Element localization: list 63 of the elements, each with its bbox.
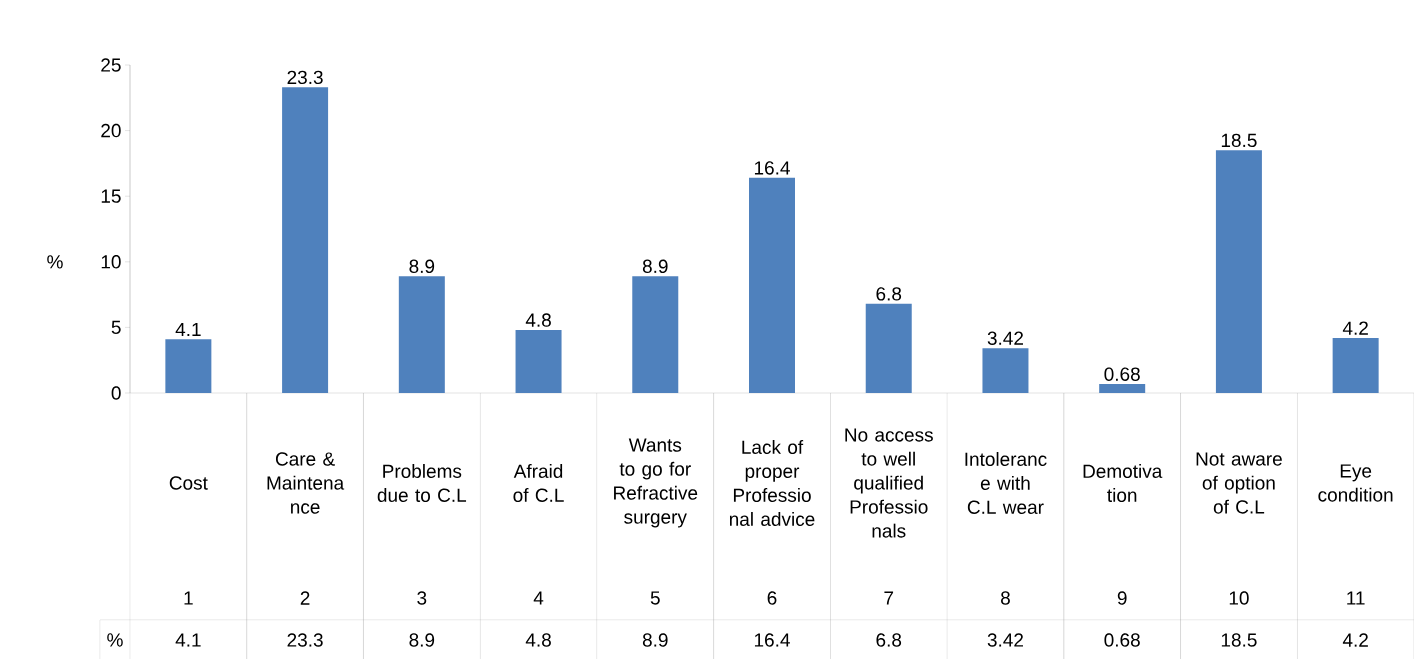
data-label: 6.8 xyxy=(876,633,902,647)
bar xyxy=(749,177,795,393)
text: 0.68 xyxy=(1104,367,1140,381)
x-tick-label: Problems due to C.L xyxy=(377,464,467,502)
text: 3 xyxy=(417,591,427,605)
bar xyxy=(982,348,1029,393)
x-tick-label: No access to well qualified Professio nals xyxy=(845,428,933,538)
text: 4.2 xyxy=(1342,321,1368,335)
text: 4.1 xyxy=(175,322,201,337)
text: 16.4 xyxy=(754,161,790,175)
y-tick-label: 0 xyxy=(111,386,121,400)
y-axis-title: % xyxy=(47,255,63,269)
bar xyxy=(282,87,329,393)
y-tick-label: 20 xyxy=(101,123,121,138)
x-tick-label: Cost xyxy=(169,476,208,490)
bar xyxy=(1099,384,1146,393)
bar xyxy=(165,339,212,393)
y-tick-label: 25 xyxy=(101,58,121,72)
data-label: 4.8 xyxy=(525,633,551,647)
data-label: 4.2 xyxy=(1342,633,1368,647)
text: 11 xyxy=(1347,591,1365,605)
bar xyxy=(865,303,912,393)
data-label: 8.9 xyxy=(642,633,668,647)
text: 5 xyxy=(650,591,660,605)
x-tick-label: Lack of proper Professio nal advice xyxy=(729,440,815,526)
y-tick-label: 15 xyxy=(101,189,121,203)
text: 10 xyxy=(1229,591,1249,605)
bar xyxy=(632,276,679,393)
text: 23.3 xyxy=(287,70,323,85)
data-label: 18.5 xyxy=(1221,633,1257,647)
text: 4.8 xyxy=(525,313,551,327)
x-tick-label: Intoleranc e with C.L wear xyxy=(965,452,1047,514)
bar xyxy=(1332,337,1379,393)
data-label: 4.1 xyxy=(175,633,201,647)
data-label: 3.42 xyxy=(987,633,1023,647)
text: 9 xyxy=(1117,591,1127,605)
text: 2 xyxy=(300,591,310,605)
x-tick-label: Demotiva tion xyxy=(1083,464,1163,502)
text: % xyxy=(107,633,123,647)
y-tick-label: 5 xyxy=(111,320,121,335)
text: 6.8 xyxy=(876,287,902,301)
x-tick-label: Not aware of option of C.L xyxy=(1196,452,1282,514)
y-tick-label: 10 xyxy=(101,255,121,269)
data-label: 23.3 xyxy=(287,633,323,647)
x-tick-label: Care & Maintena nce xyxy=(267,452,345,514)
x-tick-label: Eye condition xyxy=(1318,464,1393,502)
text: 18.5 xyxy=(1221,133,1257,148)
bar xyxy=(398,276,445,393)
data-label: 0.68 xyxy=(1104,633,1140,647)
x-tick-label: Afraid of C.L xyxy=(513,464,564,502)
text: 4 xyxy=(533,591,544,605)
text: 7 xyxy=(884,591,894,605)
bar xyxy=(515,330,562,393)
text: 8.9 xyxy=(642,259,668,274)
text: 1 xyxy=(184,591,193,605)
text: 8.9 xyxy=(409,259,435,274)
x-tick-label: Wants to go for Refractive surgery xyxy=(614,438,698,528)
text: 6 xyxy=(767,591,777,605)
text: 3.42 xyxy=(987,331,1023,345)
text: 8 xyxy=(1001,591,1010,605)
data-label: 8.9 xyxy=(409,633,435,647)
data-label: 16.4 xyxy=(754,633,790,647)
bar xyxy=(1215,150,1262,393)
